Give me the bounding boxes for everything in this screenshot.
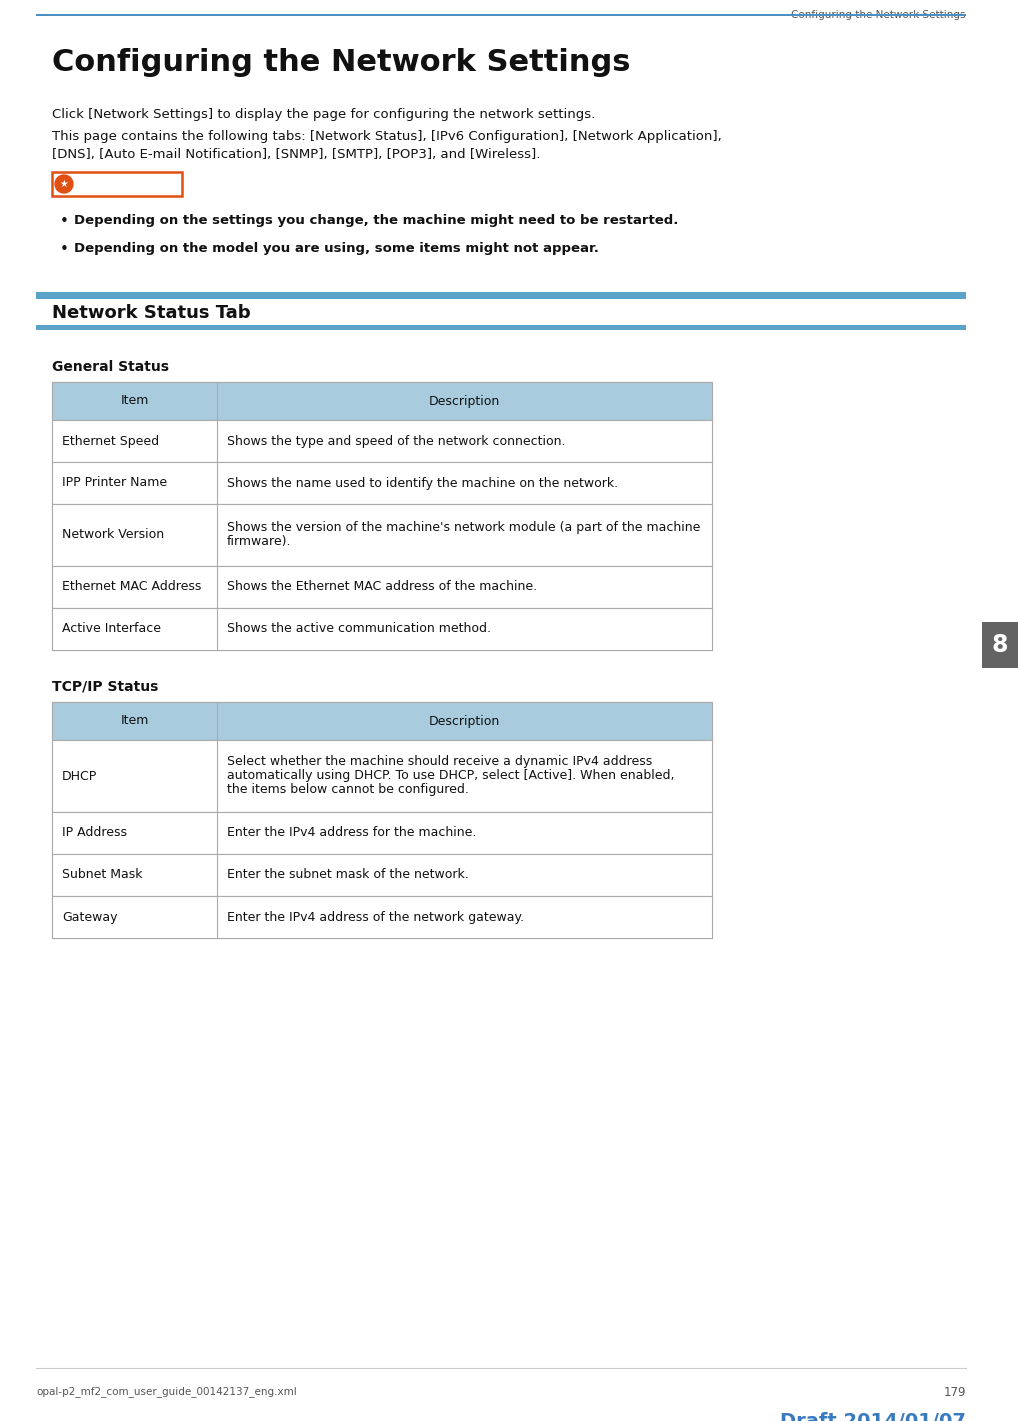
Text: Active Interface: Active Interface — [62, 622, 161, 635]
Text: Shows the version of the machine's network module (a part of the machine: Shows the version of the machine's netwo… — [227, 522, 700, 534]
Bar — [52, 382, 712, 421]
Text: Draft 2014/01/07: Draft 2014/01/07 — [780, 1412, 966, 1421]
Text: Ethernet Speed: Ethernet Speed — [62, 435, 159, 448]
Text: This page contains the following tabs: [Network Status], [IPv6 Configuration], [: This page contains the following tabs: [… — [52, 129, 722, 144]
Text: automatically using DHCP. To use DHCP, select [Active]. When enabled,: automatically using DHCP. To use DHCP, s… — [227, 770, 675, 783]
Bar — [982, 622, 1018, 668]
Text: Shows the Ethernet MAC address of the machine.: Shows the Ethernet MAC address of the ma… — [227, 581, 538, 594]
Text: Shows the type and speed of the network connection.: Shows the type and speed of the network … — [227, 435, 566, 448]
Text: Enter the IPv4 address for the machine.: Enter the IPv4 address for the machine. — [227, 827, 476, 840]
Text: Click [Network Settings] to display the page for configuring the network setting: Click [Network Settings] to display the … — [52, 108, 596, 121]
Text: DHCP: DHCP — [62, 770, 98, 783]
Bar — [52, 897, 712, 938]
Text: firmware).: firmware). — [227, 536, 291, 549]
Text: Important: Important — [78, 176, 149, 189]
Bar — [52, 566, 712, 608]
Text: Ethernet MAC Address: Ethernet MAC Address — [62, 581, 202, 594]
Circle shape — [55, 175, 73, 193]
Bar — [36, 325, 966, 330]
Text: Shows the name used to identify the machine on the network.: Shows the name used to identify the mach… — [227, 476, 618, 489]
Text: Description: Description — [429, 715, 500, 728]
Text: [DNS], [Auto E-mail Notification], [SNMP], [SMTP], [POP3], and [Wireless].: [DNS], [Auto E-mail Notification], [SNMP… — [52, 148, 541, 161]
Text: Configuring the Network Settings: Configuring the Network Settings — [792, 10, 966, 20]
Bar — [36, 14, 966, 16]
Text: opal-p2_mf2_com_user_guide_00142137_eng.xml: opal-p2_mf2_com_user_guide_00142137_eng.… — [36, 1385, 297, 1397]
Bar — [52, 172, 182, 196]
Text: IP Address: IP Address — [62, 827, 127, 840]
Bar — [52, 740, 712, 811]
Bar — [36, 291, 966, 298]
Text: Description: Description — [429, 395, 500, 408]
Text: General Status: General Status — [52, 360, 169, 374]
Bar — [52, 702, 712, 938]
Text: IPP Printer Name: IPP Printer Name — [62, 476, 167, 489]
Text: Subnet Mask: Subnet Mask — [62, 868, 143, 881]
Text: •: • — [60, 242, 69, 257]
Text: Gateway: Gateway — [62, 911, 117, 924]
Bar — [52, 702, 712, 740]
Text: Item: Item — [120, 395, 149, 408]
Bar — [52, 854, 712, 897]
Text: Depending on the settings you change, the machine might need to be restarted.: Depending on the settings you change, th… — [74, 215, 678, 227]
Bar — [52, 811, 712, 854]
Text: TCP/IP Status: TCP/IP Status — [52, 681, 159, 693]
Text: Enter the subnet mask of the network.: Enter the subnet mask of the network. — [227, 868, 468, 881]
Bar — [52, 504, 712, 566]
Bar — [52, 462, 712, 504]
Text: the items below cannot be configured.: the items below cannot be configured. — [227, 783, 469, 797]
Bar — [52, 608, 712, 649]
Text: Shows the active communication method.: Shows the active communication method. — [227, 622, 491, 635]
Bar — [52, 382, 712, 649]
Text: Select whether the machine should receive a dynamic IPv4 address: Select whether the machine should receiv… — [227, 756, 653, 769]
Text: Enter the IPv4 address of the network gateway.: Enter the IPv4 address of the network ga… — [227, 911, 524, 924]
Text: ★: ★ — [60, 179, 68, 189]
Bar — [52, 421, 712, 462]
Text: 8: 8 — [992, 632, 1008, 657]
Text: Network Status Tab: Network Status Tab — [52, 304, 250, 323]
Text: Configuring the Network Settings: Configuring the Network Settings — [52, 48, 630, 77]
Text: Network Version: Network Version — [62, 529, 164, 541]
Text: Item: Item — [120, 715, 149, 728]
Text: 179: 179 — [944, 1385, 966, 1400]
Text: Depending on the model you are using, some items might not appear.: Depending on the model you are using, so… — [74, 242, 599, 254]
Text: •: • — [60, 215, 69, 229]
